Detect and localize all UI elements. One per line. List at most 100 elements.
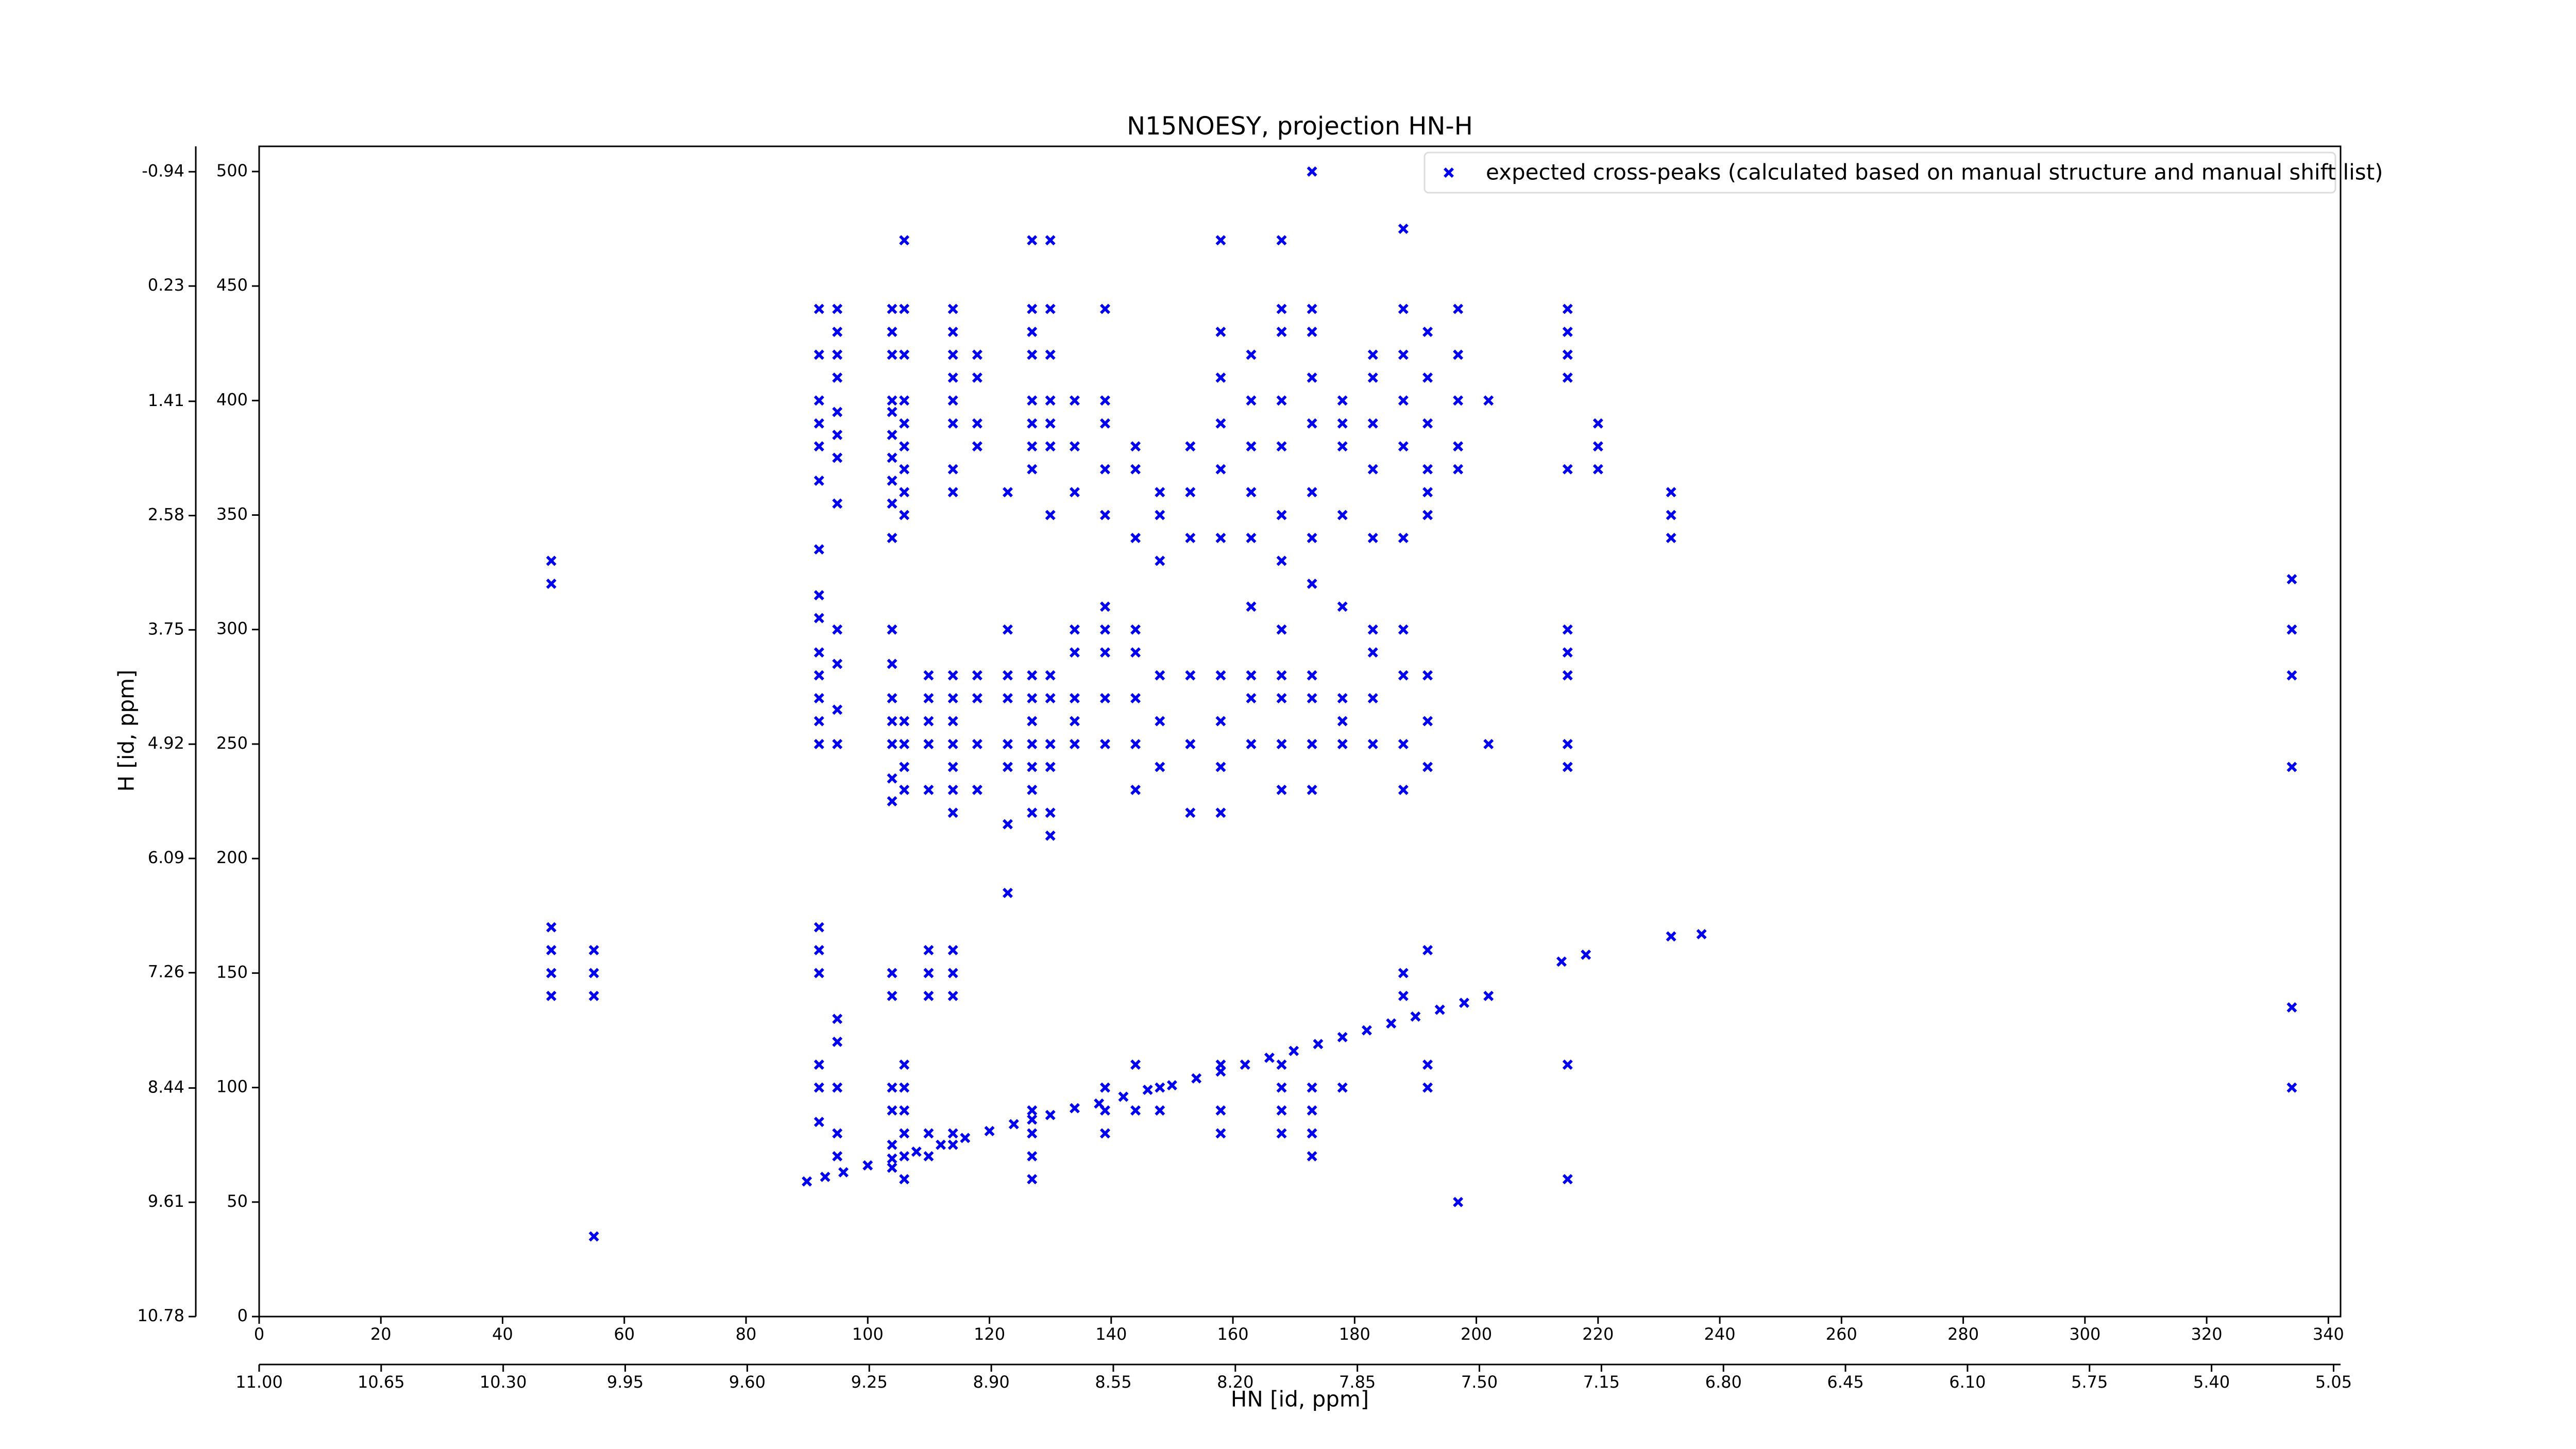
cross-peak [1361,1025,1372,1036]
cross-peak [899,762,910,772]
cross-peak [1422,1059,1433,1070]
cross-peak [899,235,910,246]
cross-peak [947,990,958,1001]
cross-peak [814,349,824,360]
cross-peak [1185,441,1196,452]
cross-peak [947,784,958,795]
cross-peak [911,1147,922,1157]
cross-peak [814,475,824,486]
cross-peak [2286,1002,2297,1013]
cross-peak [1099,738,1110,749]
cross-peak [1045,738,1056,749]
cross-peak [887,429,897,440]
cross-peak [887,395,897,406]
cross-peak [1027,784,1038,795]
cross-peak [1215,235,1226,246]
x2-tick-label: 5.40 [2193,1372,2230,1392]
cross-peak [1562,349,1573,360]
cross-peak [887,407,897,417]
cross-peak [1453,1197,1464,1207]
cross-peak [1155,555,1165,566]
cross-peak [1215,532,1226,543]
cross-peak [887,532,897,543]
cross-peak [1276,395,1287,406]
cross-peak [1069,716,1080,727]
cross-peak [1130,441,1141,452]
cross-peak [1130,784,1141,795]
cross-peak [972,693,982,704]
cross-peak [1027,349,1038,360]
cross-peak [947,945,958,955]
y2-tick-label: 4.92 [148,733,184,753]
cross-peak [947,1128,958,1139]
cross-peak [947,326,958,337]
cross-peak [887,624,897,635]
cross-peak [1398,349,1409,360]
legend-label: expected cross-peaks (calculated based o… [1486,160,2383,185]
cross-peak [1398,223,1409,234]
cross-peak [1130,464,1141,475]
x2-tick-label: 10.65 [358,1372,405,1392]
x-tick-label: 300 [2069,1324,2100,1344]
cross-peak [802,1176,812,1187]
cross-peak [1246,349,1257,360]
cross-peak [1142,1085,1153,1096]
cross-peak [1422,670,1433,681]
x-tick-label: 260 [1826,1324,1857,1344]
cross-peak [1027,304,1038,314]
cross-peak [1483,738,1494,749]
cross-peak [887,659,897,669]
cross-peak [1027,395,1038,406]
cross-peak [1592,418,1603,429]
cross-peak [887,796,897,807]
cross-peak [1562,464,1573,475]
cross-peak [1027,441,1038,452]
cross-peak [1666,931,1676,942]
cross-peak [814,304,824,314]
cross-peak [1422,945,1433,955]
cross-peak [1002,693,1013,704]
cross-peak [1337,716,1348,727]
cross-peak [1289,1046,1299,1056]
cross-peak [1130,624,1141,635]
cross-peak [1045,510,1056,520]
y-tick-label: 500 [216,161,248,180]
x2-tick-label: 6.45 [1827,1372,1863,1392]
cross-peak [1045,693,1056,704]
y-tick-label: 350 [216,504,248,524]
cross-peak [546,578,557,589]
cross-peak [1422,464,1433,475]
cross-peak [1027,693,1038,704]
y-tick-label: 250 [216,733,248,753]
cross-peak [1099,624,1110,635]
cross-peak [947,418,958,429]
cross-peak [1562,304,1573,314]
cross-peak [832,407,843,417]
cross-peak [1592,441,1603,452]
cross-peak [814,738,824,749]
x-tick-label: 0 [254,1324,264,1344]
cross-peak [1276,1082,1287,1093]
cross-peak [887,452,897,463]
cross-peak [1155,510,1165,520]
cross-peak [887,968,897,979]
y2-tick-label: 9.61 [148,1191,184,1211]
cross-peak [1276,784,1287,795]
x-tick-label: 240 [1704,1324,1736,1344]
x-tick-label: 60 [614,1324,635,1344]
cross-peak [1099,1105,1110,1116]
cross-peak [1045,807,1056,818]
cross-peak [887,990,897,1001]
cross-peak [1276,326,1287,337]
x2-tick-label: 7.50 [1461,1372,1498,1392]
cross-peak [1069,738,1080,749]
plot-frame [258,145,2342,1318]
cross-peak [832,1014,843,1024]
cross-peak [1367,418,1378,429]
cross-peak [1027,807,1038,818]
cross-peak [814,670,824,681]
cross-peak [1215,1128,1226,1139]
x-tick-label: 220 [1582,1324,1614,1344]
cross-peak [814,544,824,555]
x-tick-label: 40 [492,1324,513,1344]
